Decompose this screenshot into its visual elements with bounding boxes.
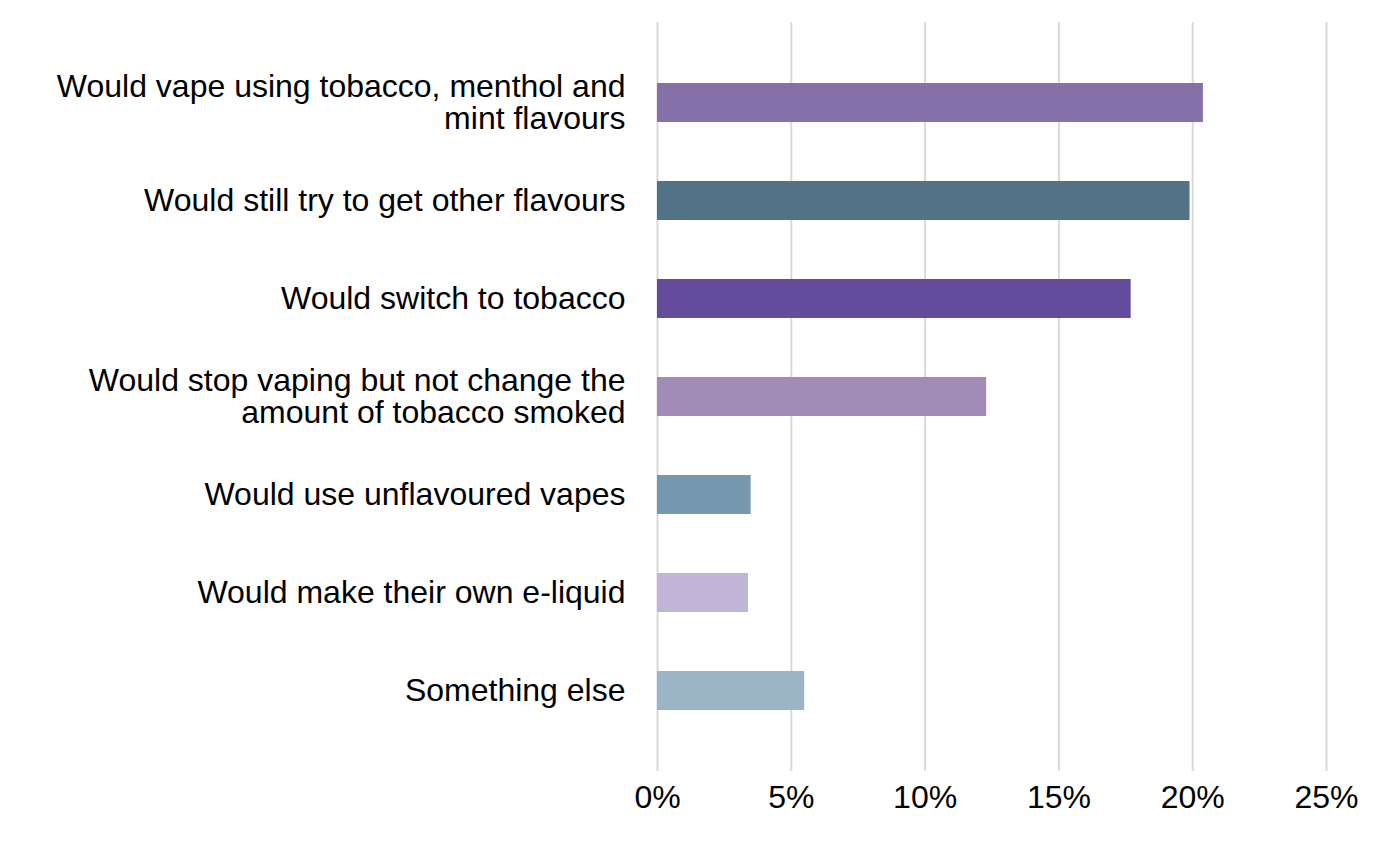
svg-text:Would stop vaping but not chan: Would stop vaping but not change theamou… [89, 362, 626, 430]
svg-text:Would use unflavoured vapes: Would use unflavoured vapes [204, 476, 625, 512]
svg-text:20%: 20% [1161, 779, 1225, 815]
svg-text:Something else: Something else [405, 672, 626, 708]
svg-text:Would switch to tobacco: Would switch to tobacco [281, 280, 625, 316]
svg-text:10%: 10% [893, 779, 957, 815]
svg-text:5%: 5% [768, 779, 814, 815]
svg-text:25%: 25% [1294, 779, 1358, 815]
svg-text:Would still try to get other f: Would still try to get other flavours [144, 182, 625, 218]
svg-text:0%: 0% [634, 779, 680, 815]
svg-text:Would vape using tobacco, ment: Would vape using tobacco, menthol andmin… [57, 68, 626, 136]
svg-text:15%: 15% [1027, 779, 1091, 815]
svg-text:Would make their own e-liquid: Would make their own e-liquid [197, 574, 625, 610]
